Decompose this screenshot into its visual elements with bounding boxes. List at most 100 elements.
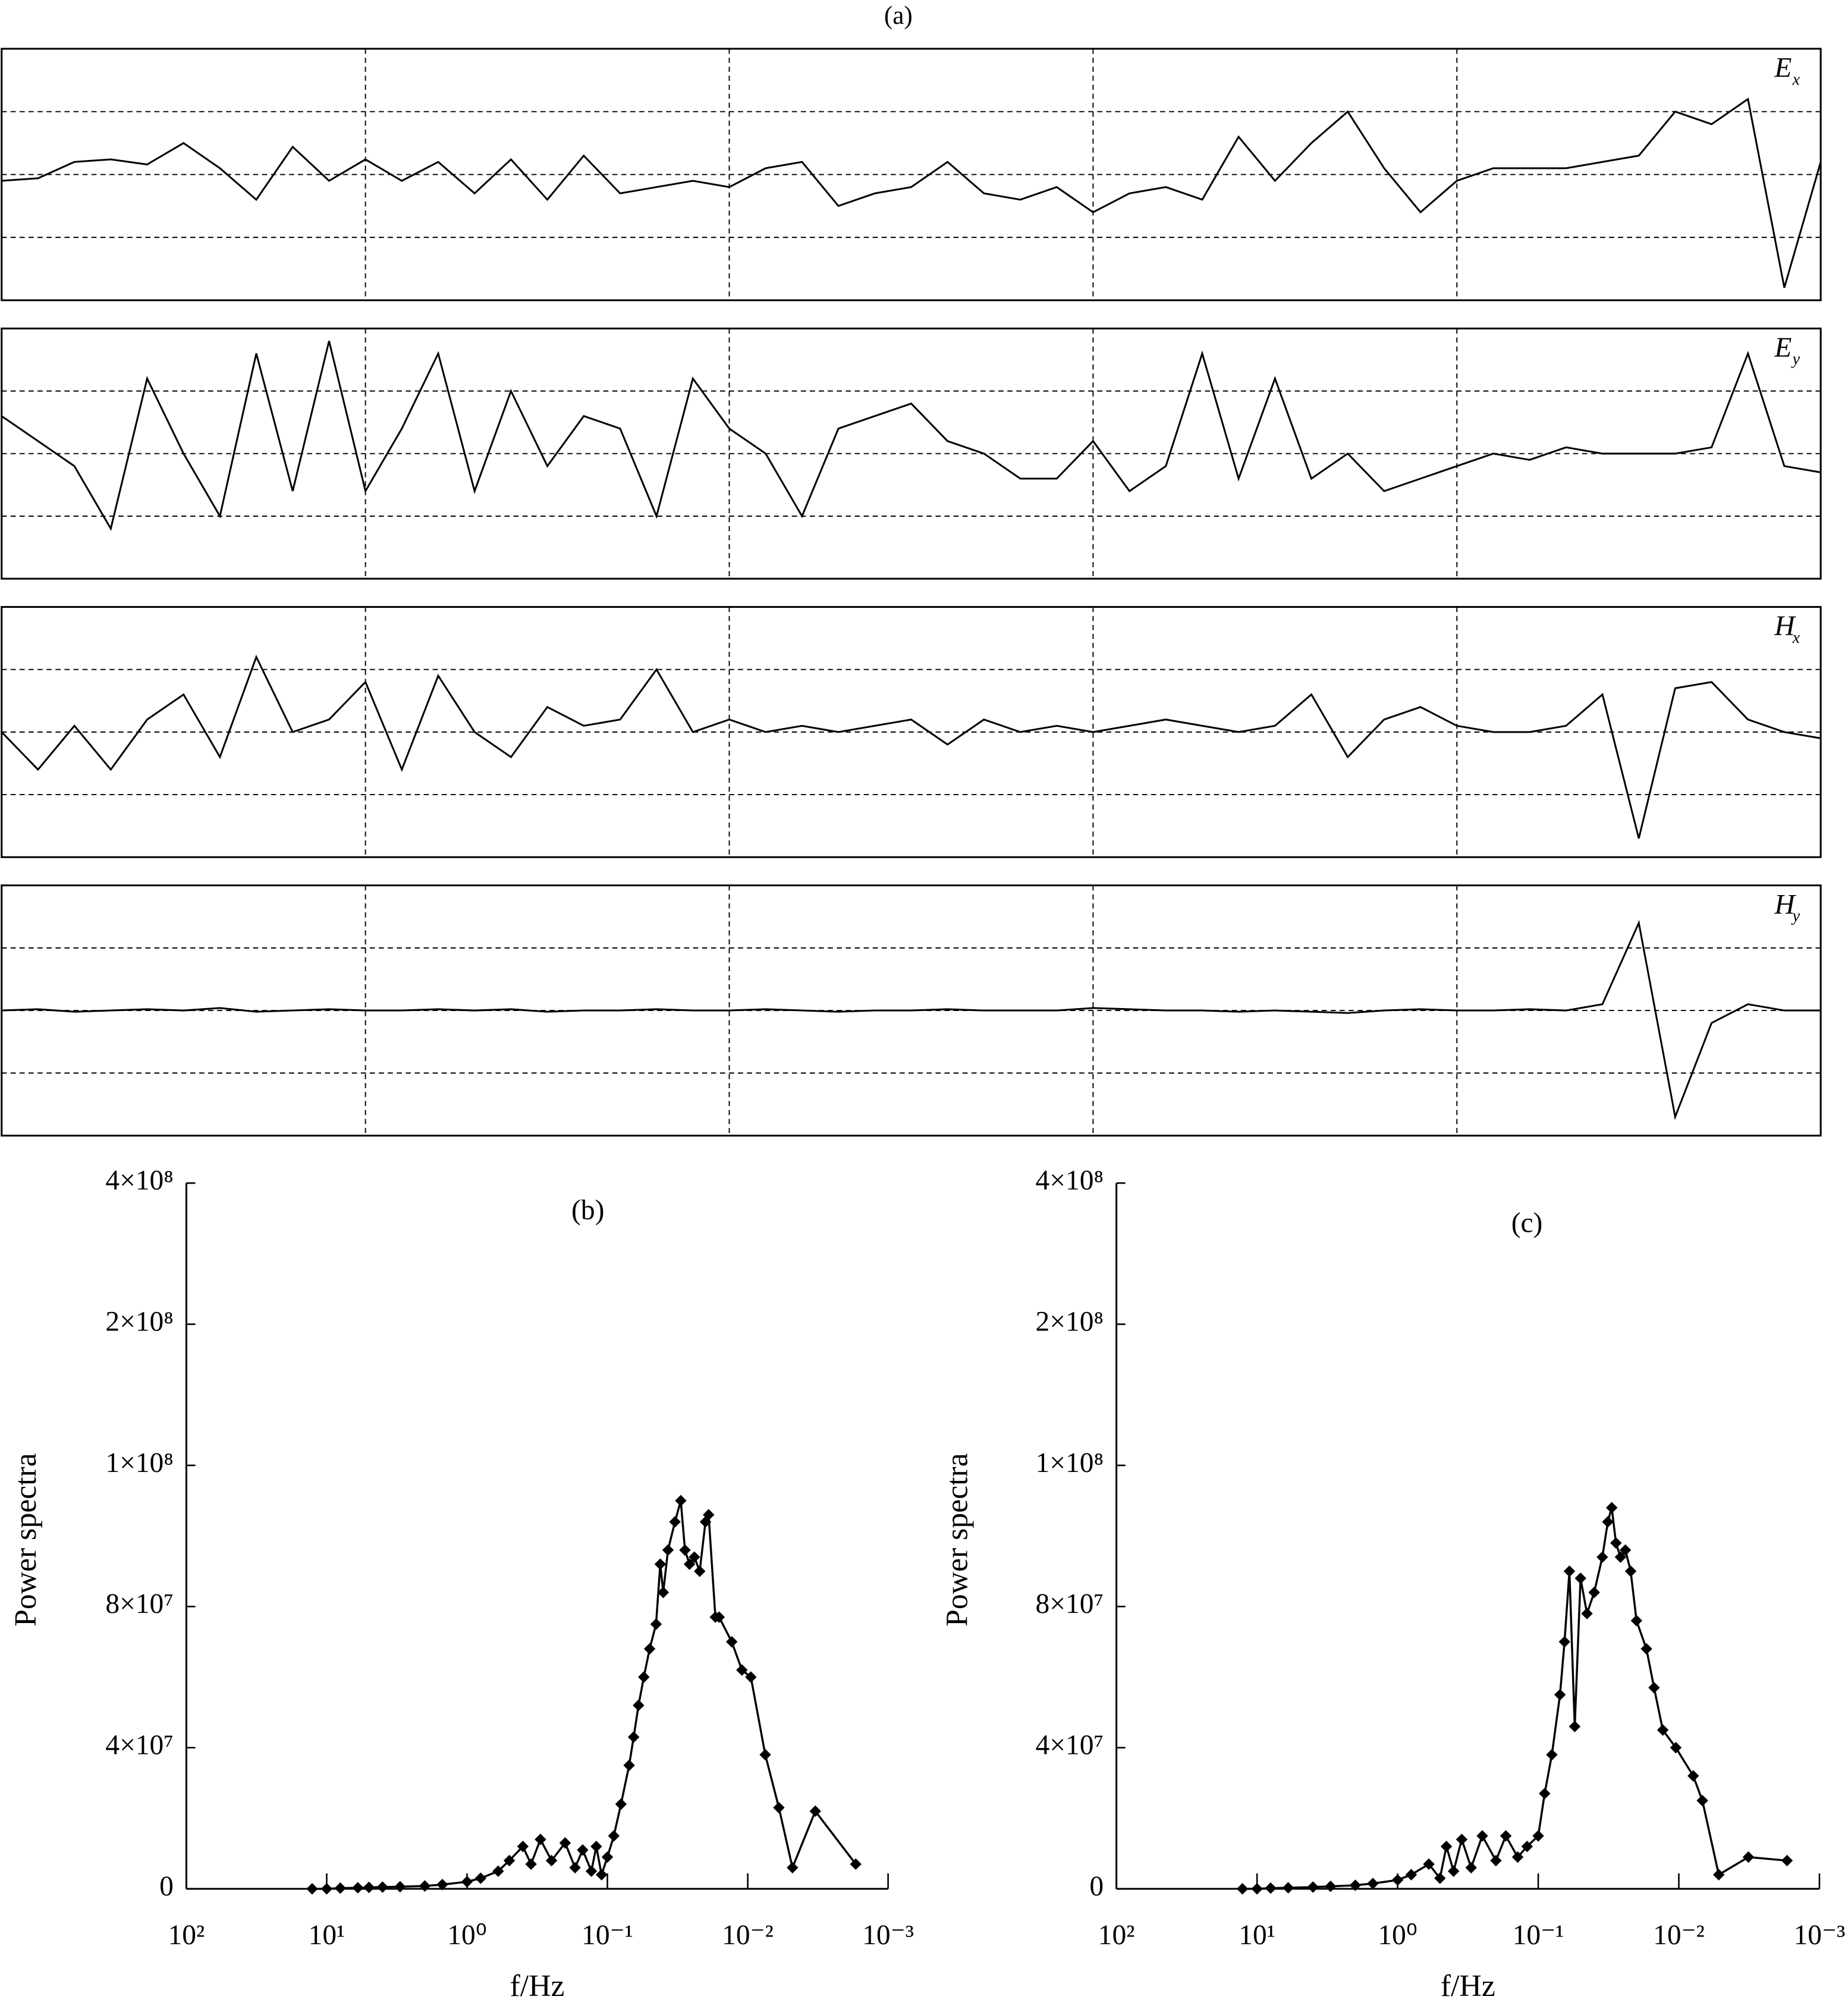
data-point [569, 1862, 581, 1873]
data-point [1423, 1858, 1435, 1870]
data-point [1569, 1721, 1581, 1732]
panel-title: (b) [571, 1195, 604, 1226]
data-point [577, 1844, 589, 1856]
data-point [615, 1798, 627, 1810]
signal-line [1, 98, 1822, 288]
data-point [376, 1881, 389, 1893]
data-point [352, 1882, 364, 1894]
channel-label-sub: x [1792, 70, 1800, 89]
y-tick-label: 1×10⁸ [1036, 1448, 1104, 1479]
data-point [1546, 1749, 1558, 1761]
data-point [703, 1509, 715, 1521]
y-tick-label: 0 [159, 1871, 174, 1902]
data-point [1476, 1830, 1488, 1842]
data-point [725, 1636, 738, 1648]
data-point [623, 1759, 635, 1771]
data-point [461, 1876, 473, 1888]
data-point [535, 1834, 546, 1845]
data-point [334, 1882, 347, 1894]
data-point [1648, 1681, 1660, 1694]
data-point [1456, 1834, 1468, 1845]
channel-label: E [1774, 53, 1792, 84]
data-point [1236, 1883, 1249, 1895]
data-point [1349, 1879, 1362, 1891]
data-point [1605, 1502, 1618, 1514]
data-point [320, 1883, 333, 1895]
data-point [675, 1495, 687, 1506]
data-point [1581, 1608, 1593, 1619]
data-point [1712, 1869, 1725, 1881]
x-tick-label: 10¹ [1239, 1920, 1275, 1951]
data-point [1602, 1516, 1614, 1528]
panel-title: (a) [884, 2, 913, 30]
data-point [1265, 1882, 1277, 1894]
data-point [559, 1837, 571, 1849]
data-point [1539, 1787, 1551, 1800]
data-point [1614, 1551, 1627, 1563]
data-point [419, 1880, 431, 1892]
data-point [1687, 1770, 1699, 1782]
data-point [1563, 1565, 1576, 1577]
data-point [1391, 1874, 1404, 1886]
y-tick-label: 2×10⁸ [105, 1306, 174, 1337]
data-point [1447, 1865, 1460, 1877]
data-point [679, 1544, 691, 1556]
data-point [1325, 1881, 1337, 1892]
x-tick-label: 10⁻¹ [582, 1920, 633, 1951]
data-point [1696, 1794, 1708, 1807]
y-axis-label: Power spectra [940, 1453, 974, 1627]
signal-line [1, 341, 1821, 531]
x-tick-label: 10⁻¹ [1513, 1920, 1564, 1951]
spectrum-line [1242, 1507, 1787, 1890]
data-point [809, 1805, 821, 1818]
data-point [1630, 1615, 1643, 1627]
y-axis-label: Power spectra [9, 1453, 43, 1627]
data-point [1558, 1636, 1570, 1648]
data-point [850, 1858, 862, 1870]
data-point [545, 1854, 558, 1867]
x-axis-label: f/Hz [510, 1969, 565, 2003]
data-point [787, 1862, 799, 1873]
data-point [503, 1854, 516, 1867]
data-point [1610, 1537, 1622, 1549]
data-point [650, 1618, 662, 1630]
data-point [662, 1544, 674, 1556]
data-point [773, 1801, 785, 1814]
data-point [474, 1872, 487, 1884]
data-point [654, 1558, 667, 1570]
data-point [517, 1840, 529, 1853]
panel-title: (c) [1511, 1207, 1543, 1238]
data-point [1596, 1551, 1608, 1563]
x-tick-label: 10⁻² [1653, 1920, 1705, 1951]
data-point [633, 1699, 645, 1712]
data-point [1251, 1883, 1263, 1895]
y-tick-label: 4×10⁷ [1036, 1729, 1104, 1760]
data-point [1640, 1643, 1652, 1655]
signal-line [1, 919, 1821, 1120]
data-point [1367, 1878, 1379, 1889]
y-tick-label: 4×10⁸ [105, 1165, 174, 1196]
data-point [694, 1565, 706, 1577]
data-point [1500, 1830, 1512, 1842]
data-point [1307, 1881, 1319, 1893]
data-point [436, 1879, 448, 1891]
data-point [638, 1671, 650, 1683]
signal-line [1, 654, 1821, 839]
data-point [363, 1881, 375, 1894]
data-point [1574, 1572, 1586, 1584]
data-point [1624, 1565, 1637, 1577]
y-tick-label: 1×10⁸ [105, 1448, 174, 1479]
data-point [492, 1865, 504, 1877]
data-point [1588, 1586, 1600, 1599]
data-point [306, 1883, 318, 1895]
channel-label: H [1774, 611, 1796, 642]
data-point [1742, 1851, 1755, 1863]
data-point [1405, 1869, 1418, 1881]
data-point [525, 1858, 537, 1870]
data-point [1440, 1840, 1453, 1853]
channel-label: E [1774, 332, 1792, 363]
data-point [590, 1840, 602, 1853]
y-tick-label: 8×10⁷ [1036, 1589, 1104, 1619]
